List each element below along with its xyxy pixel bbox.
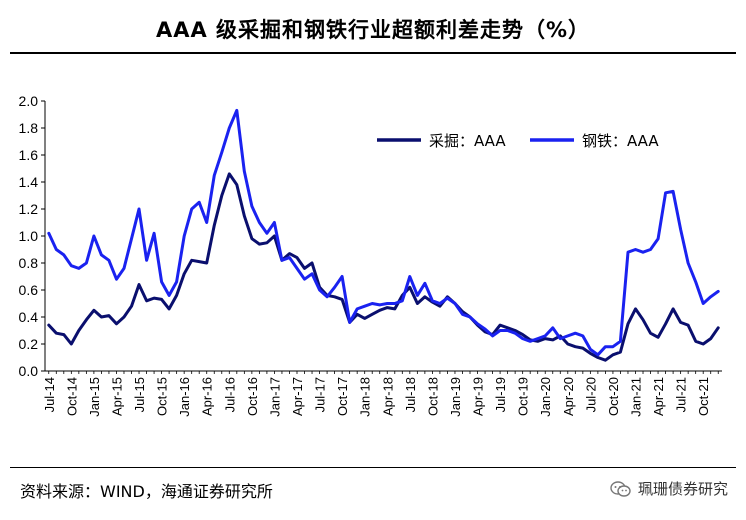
y-tick-label: 2.0: [19, 93, 39, 109]
wechat-icon: [610, 480, 631, 497]
y-tick-label: 1.6: [19, 147, 39, 163]
series-line-mining: [47, 172, 720, 362]
x-tick-label: Jul-14: [42, 377, 57, 412]
y-tick-label: 1.0: [19, 228, 39, 244]
x-tick-label: Oct-18: [425, 377, 440, 416]
x-tick-label: Apr-17: [290, 377, 305, 416]
chart-series: [47, 108, 720, 362]
y-tick-label: 1.8: [19, 120, 39, 136]
y-tick-label: 0.8: [19, 255, 39, 271]
x-tick-label: Apr-21: [651, 377, 666, 416]
y-tick-label: 0.2: [19, 336, 39, 352]
x-tick-label: Jul-18: [403, 377, 418, 412]
x-tick-label: Jan-16: [177, 377, 192, 417]
x-tick-label: Jul-15: [132, 377, 147, 412]
x-tick-label: Apr-15: [109, 377, 124, 416]
chart-axes: 0.0 0.2 0.4 0.6 0.8 1.0 1.2 1.4 1.6 1.8 2.0 Jul-14 O…: [19, 93, 722, 417]
source-note: 资料来源：WIND，海通证券研究所: [20, 482, 273, 501]
x-tick-label: Apr-19: [471, 377, 486, 416]
x-tick-label: Apr-16: [200, 377, 215, 416]
x-tick-label: Jan-15: [87, 377, 102, 417]
y-tick-label: 0.4: [19, 309, 39, 325]
x-tick-label: Jan-17: [267, 377, 282, 417]
series-line-steel: [47, 108, 720, 357]
y-tick-label: 0.0: [19, 363, 39, 379]
x-tick-label: Oct-20: [606, 377, 621, 416]
x-tick-label: Apr-18: [380, 377, 395, 416]
x-tick-label: Oct-19: [516, 377, 531, 416]
legend-label-mining: 采掘：AAA: [429, 132, 506, 150]
footer-divider: [10, 467, 736, 468]
x-tick-label: Jul-21: [674, 377, 689, 412]
x-tick-label: Apr-20: [561, 377, 576, 416]
y-tick-label: 1.4: [19, 174, 39, 190]
x-tick-label: Oct-17: [335, 377, 350, 416]
x-tick-label: Jul-17: [313, 377, 328, 412]
x-tick-label: Oct-16: [245, 377, 260, 416]
y-tick-label: 1.2: [19, 201, 39, 217]
chart-title: AAA 级采掘和钢铁行业超额利差走势（%）: [155, 18, 591, 42]
y-tick-label: 0.6: [19, 282, 39, 298]
title-divider: [10, 52, 736, 54]
x-tick-label: Jan-20: [538, 377, 553, 417]
x-tick-label: Oct-15: [155, 377, 170, 416]
chart-legend: 采掘：AAA 钢铁：AAA: [377, 132, 659, 150]
watermark: 珮珊债券研究: [610, 478, 728, 499]
x-tick-label: Oct-14: [64, 377, 79, 416]
x-tick-label: Jan-18: [358, 377, 373, 417]
x-tick-label: Jul-19: [493, 377, 508, 412]
x-tick-label: Jan-19: [448, 377, 463, 417]
x-tick-label: Oct-21: [696, 377, 711, 416]
x-tick-label: Jul-16: [222, 377, 237, 412]
x-tick-label: Jul-20: [583, 377, 598, 412]
watermark-text: 珮珊债券研究: [637, 480, 728, 498]
chart-canvas: 0.0 0.2 0.4 0.6 0.8 1.0 1.2 1.4 1.6 1.8 2.0 Jul-14 O…: [19, 93, 722, 417]
x-tick-label: Jan-21: [628, 377, 643, 417]
legend-label-steel: 钢铁：AAA: [582, 132, 659, 150]
